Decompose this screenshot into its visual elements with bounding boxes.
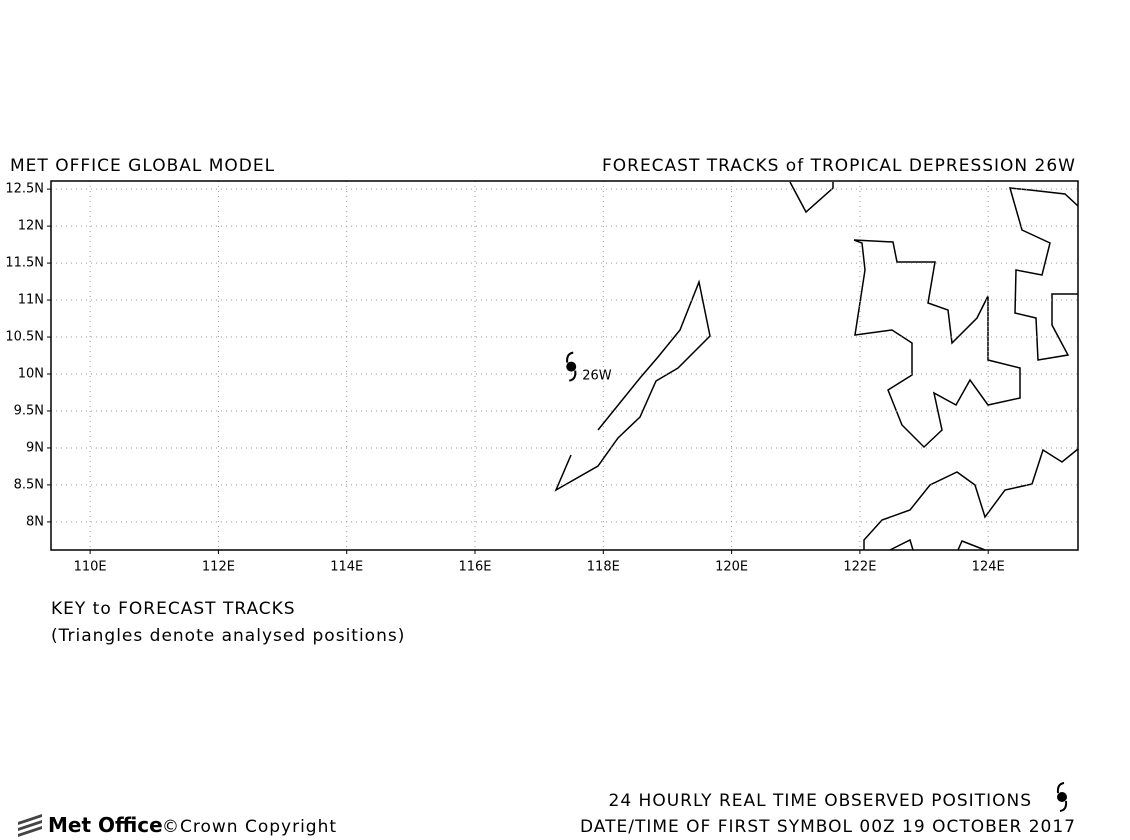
y-tick-label: 8N	[26, 514, 44, 529]
x-tick-label: 112E	[202, 560, 235, 575]
y-tick-label: 8.5N	[14, 477, 44, 492]
storm-symbol	[566, 361, 577, 372]
y-tick-label: 10.5N	[5, 330, 44, 345]
x-tick-label: 110E	[74, 560, 107, 575]
footer-datetime: DATE/TIME OF FIRST SYMBOL 00Z 19 OCTOBER…	[580, 817, 1076, 837]
x-tick-label: 118E	[587, 560, 620, 575]
x-tick-label: 124E	[972, 560, 1005, 575]
x-tick-label: 122E	[843, 560, 876, 575]
observed-symbol	[1056, 782, 1068, 812]
key-note: (Triangles denote analysed positions)	[51, 626, 405, 646]
copyright: ©Crown Copyright	[162, 817, 337, 837]
x-tick-label: 114E	[330, 560, 363, 575]
y-tick-label: 10N	[18, 367, 44, 382]
storm-position	[566, 351, 577, 382]
y-tick-label: 11.5N	[5, 256, 44, 271]
logo-mark	[18, 814, 42, 837]
x-tick-label: 116E	[458, 560, 491, 575]
y-tick-label: 11N	[18, 293, 44, 308]
map-frame	[50, 180, 1079, 551]
x-tick-label: 120E	[715, 560, 748, 575]
footer-observed: 24 HOURLY REAL TIME OBSERVED POSITIONS	[609, 791, 1032, 811]
storm-symbol-arms	[566, 351, 577, 382]
y-tick-label: 12N	[18, 219, 44, 234]
title-left: MET OFFICE GLOBAL MODEL	[10, 156, 275, 176]
y-tick-label: 9N	[26, 440, 44, 455]
logo: Met Office	[48, 813, 163, 837]
y-tick-label: 9.5N	[14, 403, 44, 418]
coastlines	[554, 181, 1079, 551]
y-tick-label: 12.5N	[5, 182, 44, 197]
key-title: KEY to FORECAST TRACKS	[51, 599, 296, 619]
title-right: FORECAST TRACKS of TROPICAL DEPRESSION 2…	[602, 156, 1076, 176]
storm-label: 26W	[582, 369, 612, 384]
